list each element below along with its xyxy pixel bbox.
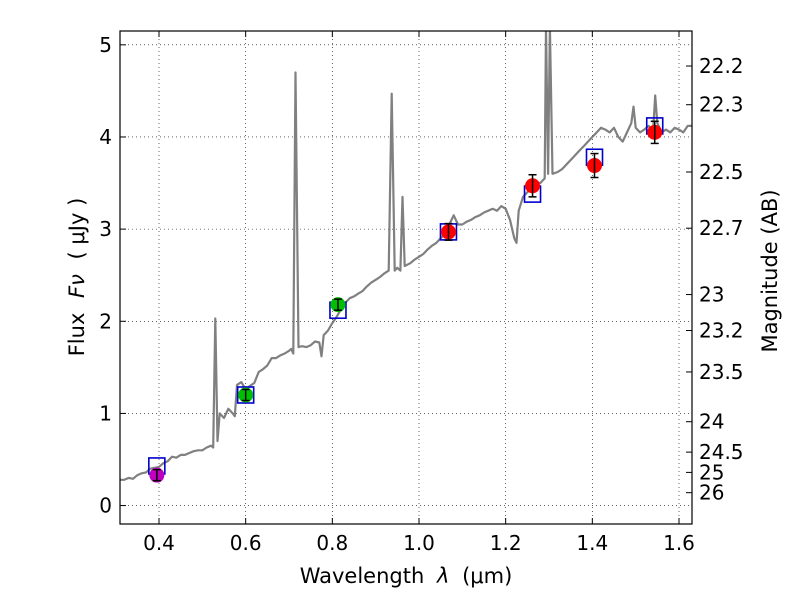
y-tick-label: 4 bbox=[99, 125, 112, 149]
mag-tick-label: 24 bbox=[699, 410, 724, 434]
x-tick-label: 0.4 bbox=[143, 531, 175, 555]
y-tick-label: 1 bbox=[99, 401, 112, 425]
y-tick-label: 2 bbox=[99, 309, 112, 333]
x-tick-label: 1.0 bbox=[403, 531, 435, 555]
x-axis-symbol: λ bbox=[436, 564, 449, 588]
mag-tick-label: 23.5 bbox=[699, 360, 744, 384]
mag-tick-label: 22.2 bbox=[699, 54, 744, 78]
mag-tick-label: 26 bbox=[699, 481, 724, 505]
model-box-series bbox=[148, 117, 664, 475]
mag-tick-label: 22.3 bbox=[699, 93, 744, 117]
y-tick-label: 3 bbox=[99, 217, 112, 241]
y-tick-label: 0 bbox=[99, 494, 112, 518]
x-tick-label: 0.8 bbox=[316, 531, 348, 555]
model-box-marker bbox=[236, 386, 255, 404]
y2-axis-title: Magnitude (AB) bbox=[758, 189, 782, 352]
y-tick-label: 5 bbox=[99, 33, 112, 57]
axis-ticks: 0.4 0.6 0.8 1.0 1.2 1.4 1.601234522.222.322.52… bbox=[99, 31, 744, 555]
mag-tick-label: 22.5 bbox=[699, 160, 744, 184]
mag-tick-label: 23.2 bbox=[699, 318, 744, 342]
y-axis-label: Flux bbox=[65, 313, 89, 357]
x-tick-label: 1.6 bbox=[663, 531, 695, 555]
mag-tick-label: 24.5 bbox=[699, 440, 744, 464]
x-axis-label: Wavelength bbox=[300, 564, 425, 588]
x-tick-label: 1.2 bbox=[490, 531, 522, 555]
spectrum-line bbox=[120, 31, 692, 481]
spectrum-series bbox=[120, 31, 692, 481]
x-tick-label: 1.4 bbox=[576, 531, 608, 555]
y-axis-symbol: Fν bbox=[65, 274, 89, 298]
x-axis-unit: (μm) bbox=[462, 564, 512, 588]
grid-lines bbox=[120, 31, 692, 524]
x-tick-label: 0.6 bbox=[230, 531, 262, 555]
y-axis-title: Flux Fν ( μJy ) bbox=[65, 198, 89, 357]
y-axis-unit: ( μJy ) bbox=[65, 198, 89, 260]
mag-tick-label: 25 bbox=[699, 460, 724, 484]
mag-tick-label: 22.7 bbox=[699, 216, 744, 240]
mag-tick-label: 23 bbox=[699, 283, 724, 307]
plot-frame bbox=[119, 30, 693, 525]
observation-series bbox=[149, 120, 663, 483]
x-axis-title: Wavelength λ (μm) bbox=[300, 564, 513, 588]
